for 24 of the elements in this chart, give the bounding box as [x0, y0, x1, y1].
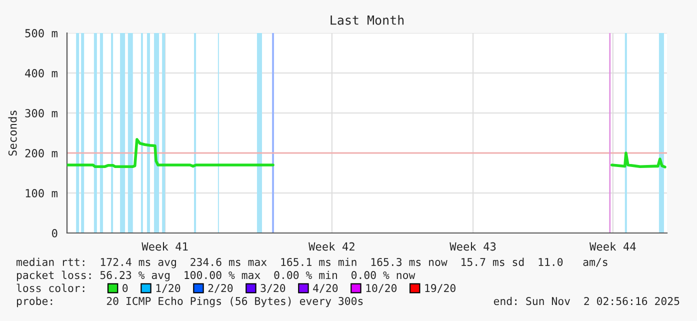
- x-tick-label: Week 41: [142, 242, 188, 251]
- text: end: Sun Nov 2 02:56:16 2025: [494, 296, 680, 306]
- y-tick-label: 400 m: [25, 69, 58, 78]
- legend-title: loss color:: [16, 284, 84, 292]
- y-tick-label: 200 m: [25, 149, 58, 158]
- text: probe: 20 ICMP Echo Pings (56 Bytes) every 300s: [16, 296, 363, 308]
- y-axis-title: Seconds: [8, 110, 17, 156]
- y-tick-label: 0: [52, 229, 58, 238]
- text: median rtt: 172.4 ms avg 234.6 ms max 165.1 ms min 165.3 ms now 15.7 ms sd 11.0 am/s: [16, 258, 608, 268]
- y-tick-label: 100 m: [26, 189, 58, 198]
- legend-label: 4/20: [313, 284, 338, 293]
- x-tick-label: Week 42: [308, 242, 354, 251]
- y-tick-label: 500 m: [25, 29, 58, 38]
- legend-label: 10/20: [366, 284, 397, 293]
- legend-label: 3/20: [260, 284, 286, 293]
- y-tick-label: 300 m: [25, 109, 58, 118]
- chart-title: Last Month: [330, 15, 404, 25]
- legend-label: 0: [122, 284, 128, 292]
- x-tick-label: Week 43: [450, 242, 496, 251]
- x-tick-label: Week 44: [589, 242, 636, 251]
- legend-label: 2/20: [208, 284, 233, 293]
- text: packet loss: 56.23 % avg 100.00 % max 0.00 % min 0.00 % now: [16, 270, 416, 282]
- legend-label: 19/20: [425, 284, 456, 293]
- legend-label: 1/20: [156, 284, 180, 293]
